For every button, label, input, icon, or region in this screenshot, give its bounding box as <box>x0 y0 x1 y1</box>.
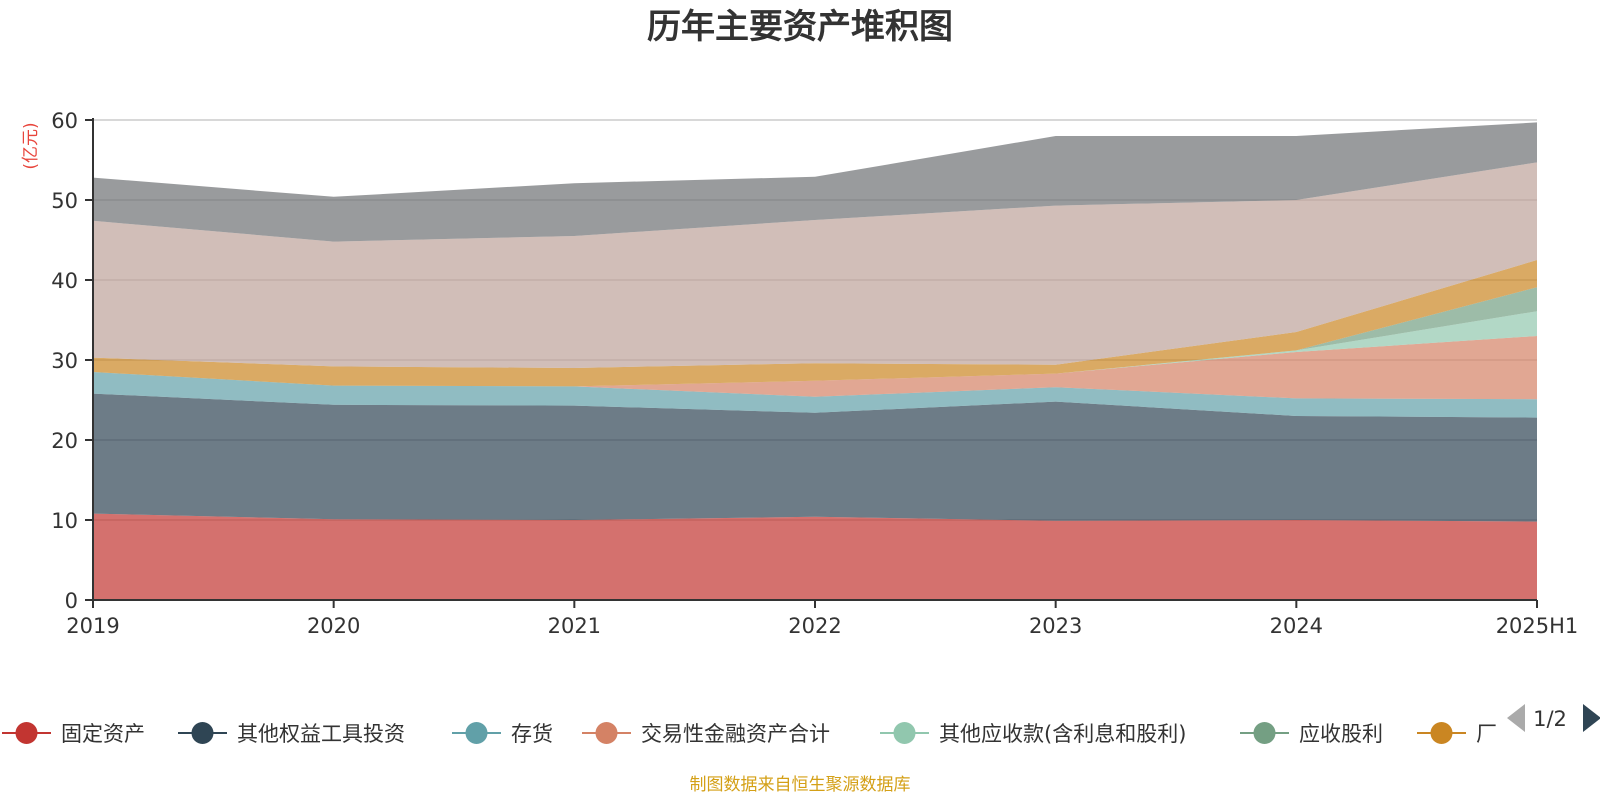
legend-item-truncated[interactable]: 厂 <box>1417 722 1497 746</box>
area-series <box>93 122 1537 600</box>
y-tick-label: 30 <box>51 349 78 373</box>
legend-item[interactable]: 其他应收款(含利息和股利) <box>880 722 1186 746</box>
legend-marker-icon <box>191 722 214 744</box>
legend-item[interactable]: 交易性金融资产合计 <box>582 722 830 746</box>
x-tick-label: 2023 <box>1029 614 1082 638</box>
x-tick-label: 2019 <box>66 614 119 638</box>
legend: 固定资产 其他权益工具投资 存货 交易性金融资产合计 其他应收款(含利息和股利) 应收股利… <box>2 722 1497 746</box>
y-tick-label: 50 <box>51 189 78 213</box>
legend-label: 应收股利 <box>1299 722 1383 746</box>
y-tick-label: 40 <box>51 269 78 293</box>
area-series-2 <box>93 393 1537 522</box>
area-series-4 <box>93 336 1537 400</box>
y-tick-label: 10 <box>51 509 78 533</box>
axes: 0 10 20 30 40 50 60 2019 2020 2021 2022 2023 2024 202… <box>51 109 1578 638</box>
legend-item[interactable]: 其他权益工具投资 <box>178 722 405 746</box>
legend-marker-icon <box>15 722 38 744</box>
x-tick-label: 2020 <box>307 614 360 638</box>
area-series-8 <box>93 162 1537 368</box>
x-tick-label: 2022 <box>788 614 841 638</box>
x-tick-label: 2021 <box>548 614 601 638</box>
legend-marker-icon <box>1253 722 1276 744</box>
area-series-9 <box>93 122 1537 242</box>
x-tick-label: 2025H1 <box>1496 614 1579 638</box>
legend-item[interactable]: 应收股利 <box>1240 722 1383 746</box>
legend-marker-icon <box>893 722 916 744</box>
legend-label: 存货 <box>511 722 553 746</box>
area-series-3 <box>93 372 1537 418</box>
legend-next-page-icon[interactable] <box>1583 704 1600 732</box>
area-series-7 <box>93 260 1537 387</box>
legend-label: 固定资产 <box>61 722 145 746</box>
area-series-1 <box>93 513 1537 600</box>
legend-marker-icon <box>595 722 618 744</box>
legend-label: 其他权益工具投资 <box>237 722 405 746</box>
legend-item[interactable]: 存货 <box>452 722 553 746</box>
legend-pager[interactable]: 1/2 <box>1507 704 1600 732</box>
y-tick-label: 60 <box>51 109 78 133</box>
legend-marker-icon <box>1430 722 1453 744</box>
legend-marker-icon <box>465 722 488 744</box>
y-tick-label: 20 <box>51 429 78 453</box>
y-tick-label: 0 <box>65 589 78 613</box>
y-unit-label: (亿元) <box>21 122 41 169</box>
legend-prev-page-icon[interactable] <box>1507 704 1525 732</box>
legend-item[interactable]: 固定资产 <box>2 722 145 746</box>
data-source-note: 制图数据来自恒生聚源数据库 <box>690 775 911 795</box>
legend-page-indicator: 1/2 <box>1533 707 1567 731</box>
chart-title: 历年主要资产堆积图 <box>647 7 953 47</box>
x-tick-label: 2024 <box>1270 614 1323 638</box>
legend-label: 交易性金融资产合计 <box>641 722 830 746</box>
legend-label-truncated: 厂 <box>1476 722 1497 746</box>
legend-label: 其他应收款(含利息和股利) <box>939 722 1186 746</box>
